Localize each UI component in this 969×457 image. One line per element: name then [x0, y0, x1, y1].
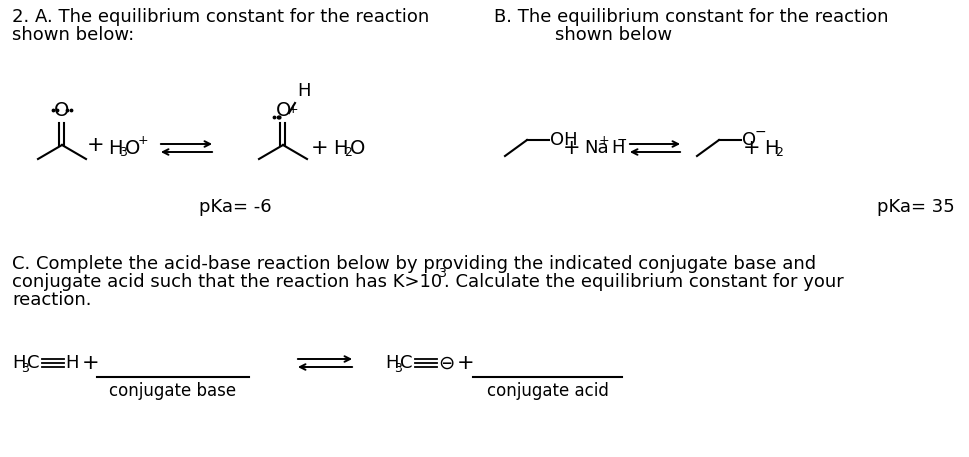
Text: O: O [742, 131, 756, 149]
Text: pKa= 35: pKa= 35 [877, 198, 955, 216]
Text: +: + [599, 133, 610, 147]
Text: H: H [385, 354, 398, 372]
Text: pKa= -6: pKa= -6 [199, 198, 271, 216]
Text: reaction.: reaction. [12, 291, 91, 309]
Text: H: H [12, 354, 25, 372]
Text: H: H [108, 138, 122, 158]
Text: +: + [743, 138, 761, 158]
Text: 3: 3 [21, 361, 29, 374]
Text: 2. A. The equilibrium constant for the reaction: 2. A. The equilibrium constant for the r… [12, 8, 429, 26]
Text: 3: 3 [394, 361, 402, 374]
Text: conjugate acid such that the reaction has K>10: conjugate acid such that the reaction ha… [12, 273, 442, 291]
Text: 2: 2 [775, 147, 783, 159]
Text: H: H [611, 139, 624, 157]
Text: O: O [350, 138, 365, 158]
Text: H: H [333, 138, 348, 158]
Text: −: − [616, 133, 627, 147]
Text: B. The equilibrium constant for the reaction: B. The equilibrium constant for the reac… [494, 8, 889, 26]
Text: O: O [54, 101, 70, 120]
Text: C. Complete the acid-base reaction below by providing the indicated conjugate ba: C. Complete the acid-base reaction below… [12, 255, 816, 273]
Text: conjugate base: conjugate base [109, 382, 236, 400]
Text: 2: 2 [344, 147, 352, 159]
Text: H: H [65, 354, 78, 372]
Text: shown below:: shown below: [12, 26, 135, 44]
Text: H: H [764, 138, 778, 158]
Text: 3: 3 [119, 147, 127, 159]
Text: 3: 3 [438, 267, 446, 280]
Text: H: H [297, 82, 310, 100]
Text: −: − [755, 125, 766, 139]
Text: . Calculate the equilibrium constant for your: . Calculate the equilibrium constant for… [444, 273, 844, 291]
Text: OH: OH [550, 131, 578, 149]
Text: C: C [400, 354, 413, 372]
Text: shown below: shown below [555, 26, 672, 44]
Text: O: O [125, 138, 141, 158]
Text: +: + [138, 134, 148, 148]
Text: O: O [276, 101, 292, 120]
Text: +: + [288, 103, 298, 116]
Text: +: + [82, 353, 100, 373]
Text: Na: Na [584, 139, 609, 157]
Text: +: + [457, 353, 475, 373]
Text: +: + [563, 138, 580, 158]
Text: C: C [27, 354, 40, 372]
Text: conjugate acid: conjugate acid [486, 382, 609, 400]
Text: +: + [87, 135, 105, 155]
Text: +: + [311, 138, 328, 158]
Text: ⊖: ⊖ [438, 354, 454, 372]
